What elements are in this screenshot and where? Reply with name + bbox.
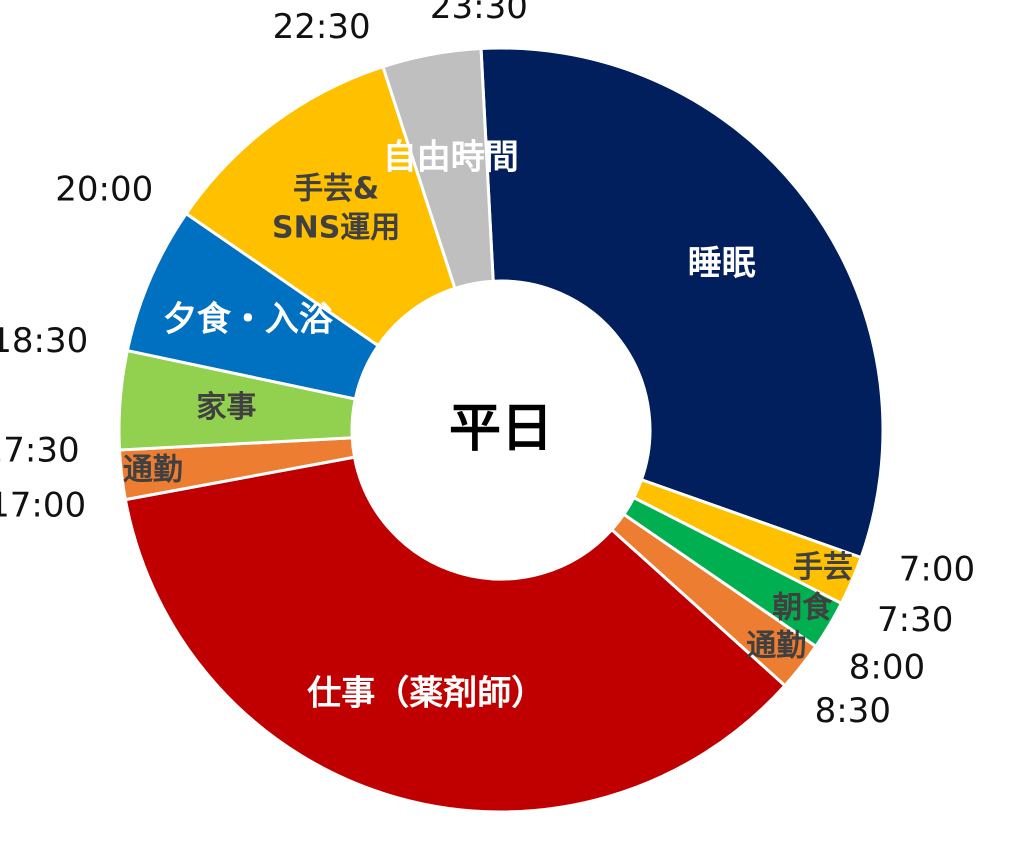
segment-label-0: 睡眠 — [688, 244, 756, 284]
time-tick-7: 18:30 — [0, 321, 88, 361]
time-tick-1: 7:00 — [899, 549, 975, 589]
time-tick-5: 17:00 — [0, 485, 86, 525]
donut-hole — [352, 281, 650, 579]
segment-label-1: 手芸 — [793, 550, 853, 585]
time-tick-9: 22:30 — [273, 7, 371, 47]
time-tick-4: 8:30 — [815, 691, 891, 731]
time-tick-0: 23:30 — [430, 0, 528, 27]
segment-label-5: 通勤 — [123, 453, 183, 488]
segment-label-8: 手芸& SNS運用 — [272, 171, 400, 245]
segment-label-3: 通勤 — [746, 628, 806, 663]
segment-label-4: 仕事（薬剤師） — [307, 674, 545, 714]
segment-label-2: 朝食 — [772, 591, 833, 626]
time-tick-6: 17:30 — [0, 431, 80, 471]
segment-label-9: 自由時間 — [383, 138, 519, 178]
time-tick-3: 8:00 — [849, 648, 925, 688]
center-label: 平日 — [449, 399, 553, 459]
time-tick-8: 20:00 — [55, 169, 153, 209]
segment-label-7: 夕食・入浴 — [163, 300, 334, 340]
time-labels-layer: 23:30 7:00 7:30 8:008:30 17:00 17:30 18:30 20:0… — [0, 0, 975, 731]
segment-label-6: 家事 — [196, 390, 256, 425]
time-tick-2: 7:30 — [877, 600, 953, 640]
segments-layer — [117, 46, 885, 814]
